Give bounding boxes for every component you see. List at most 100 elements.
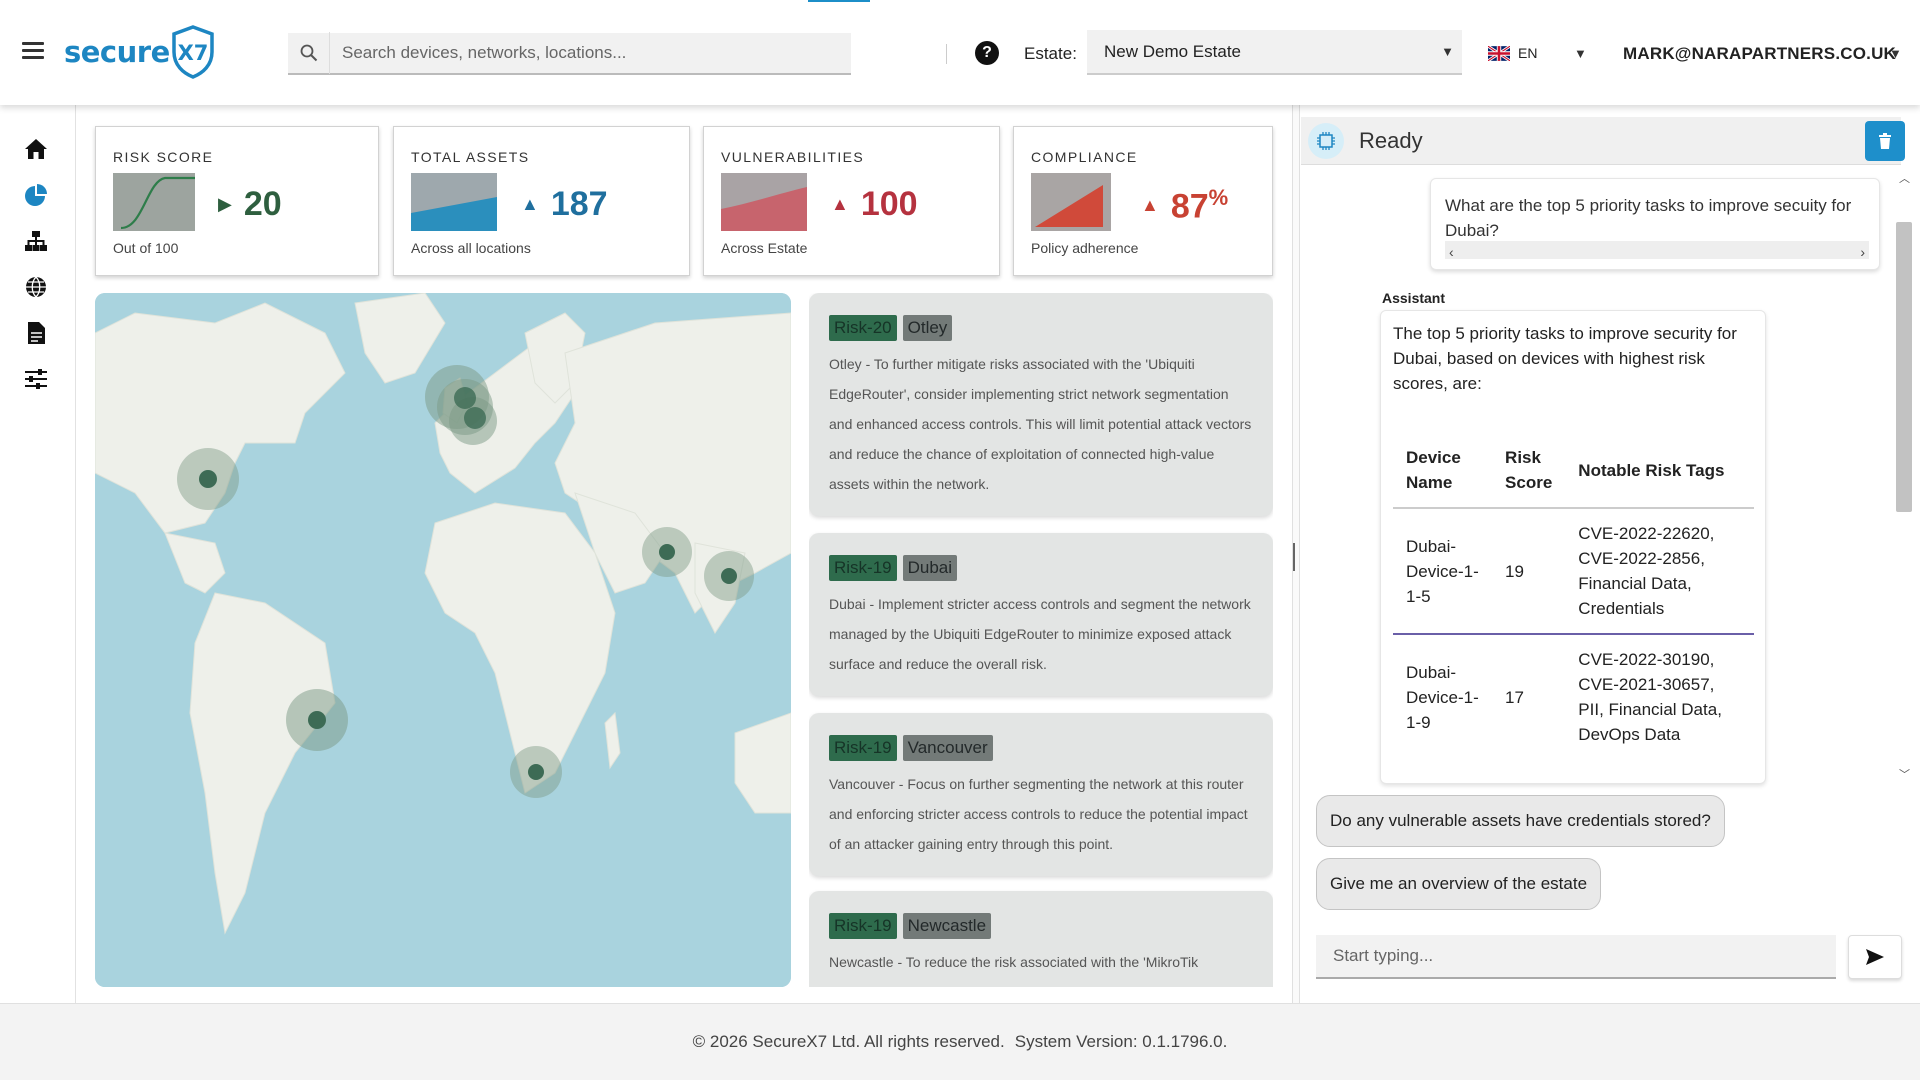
estate-select[interactable]: New Demo Estate ▼ <box>1087 30 1462 75</box>
scroll-down-icon[interactable]: ﹀ <box>1899 769 1910 781</box>
kpi-value: ▲ 100 <box>831 185 918 223</box>
device-name-cell: Dubai-Device-1-1-9 <box>1406 662 1479 732</box>
column-header: Risk Score <box>1492 433 1566 509</box>
kpi-label: COMPLIANCE <box>1031 149 1138 165</box>
kpi-subtitle: Policy adherence <box>1031 240 1139 256</box>
send-icon[interactable] <box>1848 935 1902 979</box>
chat-input[interactable] <box>1316 935 1836 977</box>
kpi-card-risk-score[interactable]: RISK SCORE ▶ 20 Out of 100 <box>95 126 379 276</box>
world-map[interactable] <box>95 293 791 987</box>
help-icon[interactable]: ? <box>975 41 999 65</box>
kpi-label: VULNERABILITIES <box>721 149 865 165</box>
vulnerabilities-trend-chart <box>721 173 807 231</box>
pie-chart-icon[interactable] <box>22 181 50 209</box>
chevron-left-icon[interactable]: ‹ <box>1449 244 1454 260</box>
trend-right-icon: ▶ <box>218 194 232 214</box>
risk-trend-chart <box>113 173 195 231</box>
risk-score-tag: Risk-19 <box>829 913 897 939</box>
svg-text:X7: X7 <box>177 41 208 65</box>
chat-status: Ready <box>1359 128 1423 153</box>
search-input[interactable] <box>330 33 851 73</box>
logo-shield-icon: X7 <box>172 25 214 79</box>
estate-label: Estate: <box>1024 44 1077 63</box>
location-tag: Newcastle <box>902 913 992 939</box>
trend-up-icon: ▲ <box>831 194 849 214</box>
document-icon[interactable] <box>22 319 50 347</box>
splitter-grip[interactable] <box>1293 543 1295 571</box>
kpi-value: ▲ 187 <box>521 185 608 223</box>
risk-card[interactable]: Risk-20 Otley Otley - To further mitigat… <box>809 293 1273 516</box>
kpi-subtitle: Across Estate <box>721 240 808 256</box>
assistant-label: Assistant <box>1382 290 1446 306</box>
kpi-subtitle: Across all locations <box>411 240 531 256</box>
assistant-message: The top 5 priority tasks to improve secu… <box>1380 310 1766 784</box>
table-row: Dubai-Device-1-1-9 17 CVE-2022-30190, CV… <box>1393 634 1754 759</box>
user-menu[interactable]: MARK@NARAPARTNERS.CO.UK <box>1623 44 1897 63</box>
chat-scrollbar[interactable]: ︿ ﹀ <box>1896 170 1914 786</box>
assets-trend-chart <box>411 173 497 231</box>
risk-card[interactable]: Risk-19 Dubai Dubai - Implement stricter… <box>809 533 1273 696</box>
column-header: Device Name <box>1393 433 1493 509</box>
risk-recommendation-text: Dubai - Implement stricter access contro… <box>829 596 1251 672</box>
message-horizontal-scrollbar[interactable]: ‹ › <box>1445 241 1869 260</box>
logo[interactable]: secure X7 <box>64 24 215 80</box>
sidebar <box>0 105 76 1003</box>
user-caret-icon[interactable]: ▼ <box>1889 46 1902 61</box>
location-tag: Vancouver <box>902 735 993 761</box>
home-icon[interactable] <box>22 135 50 163</box>
menu-icon[interactable] <box>22 42 44 60</box>
column-header: Notable Risk Tags <box>1565 433 1754 509</box>
caret-down-icon: ▼ <box>1441 44 1454 59</box>
risk-card[interactable]: Risk-19 Newcastle Newcastle - To reduce … <box>809 891 1273 987</box>
risk-recommendation-text: Newcastle - To reduce the risk associate… <box>829 954 1199 970</box>
risk-score-tag: Risk-19 <box>829 735 897 761</box>
risk-recommendation-list[interactable]: Risk-20 Otley Otley - To further mitigat… <box>809 293 1273 987</box>
top-accent-bar <box>808 0 870 2</box>
trash-icon[interactable] <box>1865 121 1905 161</box>
kpi-subtitle: Out of 100 <box>113 240 179 256</box>
risk-tags-cell: CVE-2022-22620, CVE-2022-2856, Financial… <box>1565 508 1754 635</box>
map-markers <box>177 365 754 798</box>
panel-splitter[interactable] <box>1292 105 1300 1003</box>
assistant-message-text: The top 5 priority tasks to improve secu… <box>1393 324 1737 393</box>
risk-recommendation-text: Vancouver - Focus on further segmenting … <box>829 776 1248 852</box>
location-tag: Otley <box>902 315 953 341</box>
user-message-text: What are the top 5 priority tasks to imp… <box>1445 196 1852 240</box>
compliance-trend-chart <box>1031 173 1111 231</box>
risk-score-tag: Risk-19 <box>829 555 897 581</box>
chevron-right-icon[interactable]: › <box>1860 244 1865 260</box>
language-caret-icon[interactable]: ▼ <box>1574 46 1587 61</box>
sliders-icon[interactable] <box>22 365 50 393</box>
chat-header: Ready <box>1301 117 1905 165</box>
risk-score-cell: 19 <box>1492 508 1566 635</box>
header-divider <box>946 44 947 64</box>
estate-select-value: New Demo Estate <box>1104 41 1241 61</box>
network-icon[interactable] <box>22 227 50 255</box>
risk-score-tag: Risk-20 <box>829 315 897 341</box>
table-header-row: Device Name Risk Score Notable Risk Tags <box>1393 433 1754 509</box>
chat-input-field[interactable] <box>1316 935 1836 979</box>
search-icon[interactable] <box>288 32 330 74</box>
trend-up-icon: ▲ <box>1141 195 1159 216</box>
location-tag: Dubai <box>902 555 958 581</box>
bot-icon <box>1308 123 1344 159</box>
device-name-cell: Dubai-Device-1-1-5 <box>1393 508 1493 635</box>
scroll-up-icon[interactable]: ︿ <box>1899 173 1910 185</box>
kpi-card-total-assets[interactable]: TOTAL ASSETS ▲ 187 Across all locations <box>393 126 690 276</box>
uk-flag-icon <box>1488 45 1510 61</box>
kpi-value: ▶ 20 <box>218 185 282 223</box>
footer: © 2026 SecureX7 Ltd. All rights reserved… <box>0 1003 1920 1080</box>
language-select[interactable]: EN <box>1488 45 1537 61</box>
logo-text: secure <box>64 35 170 69</box>
globe-icon[interactable] <box>22 273 50 301</box>
search-bar[interactable] <box>288 32 851 75</box>
risk-card[interactable]: Risk-19 Vancouver Vancouver - Focus on f… <box>809 713 1273 876</box>
suggestion-chip[interactable]: Give me an overview of the estate <box>1316 858 1602 910</box>
kpi-card-vulnerabilities[interactable]: VULNERABILITIES ▲ 100 Across Estate <box>703 126 1000 276</box>
user-message: What are the top 5 priority tasks to imp… <box>1430 178 1880 270</box>
kpi-card-compliance[interactable]: COMPLIANCE ▲ 87% Policy adherence <box>1013 126 1273 276</box>
risk-tags-cell: CVE-2022-30190, CVE-2021-30657, PII, Fin… <box>1578 650 1722 744</box>
version-text: System Version: 0.1.1796.0. <box>1014 1032 1228 1051</box>
suggestion-chip[interactable]: Do any vulnerable assets have credential… <box>1316 795 1725 847</box>
scrollbar-thumb[interactable] <box>1896 222 1912 512</box>
